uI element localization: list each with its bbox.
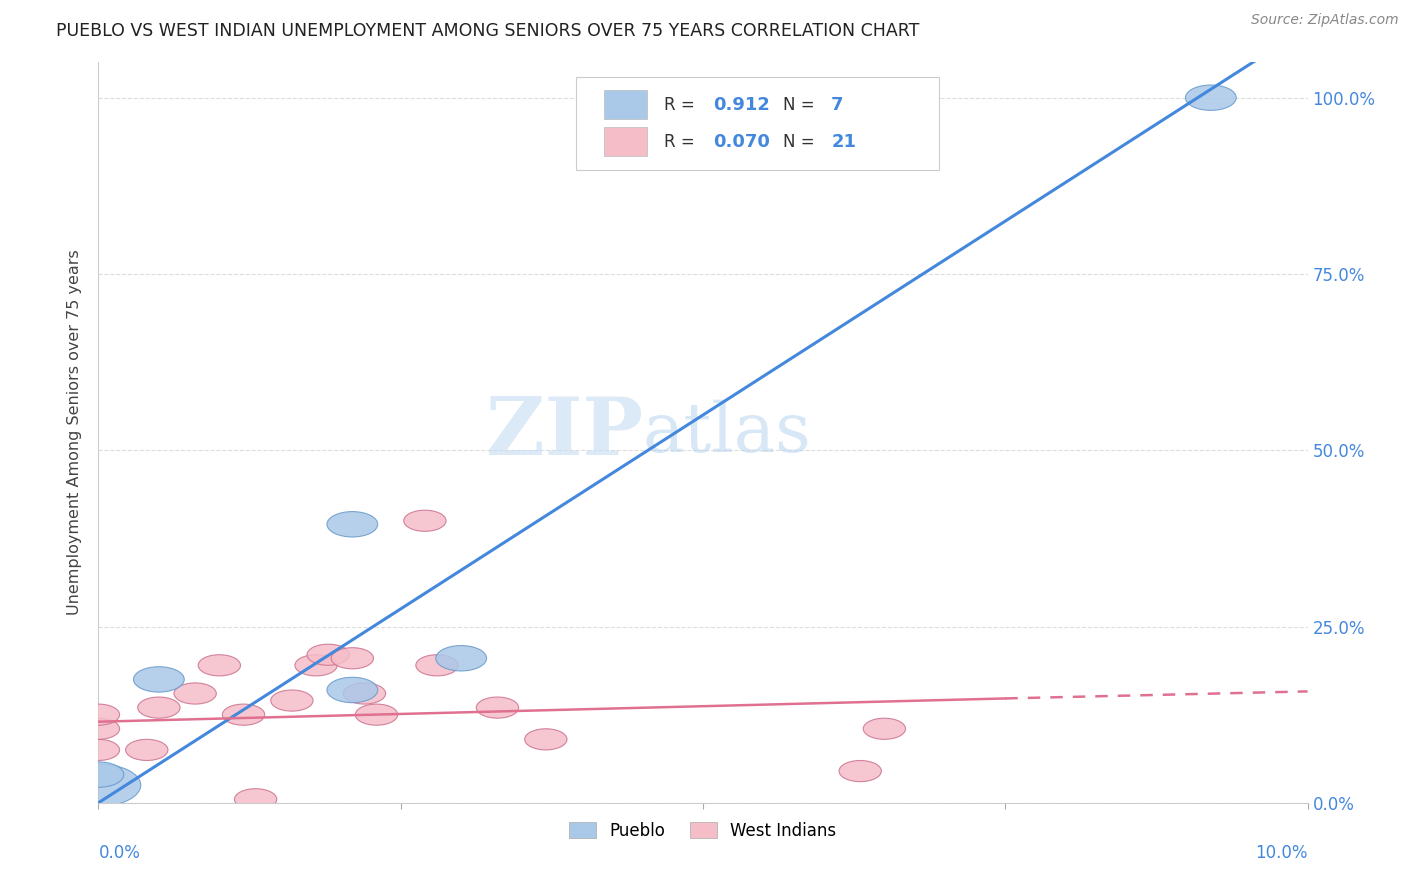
- Ellipse shape: [138, 697, 180, 718]
- Ellipse shape: [436, 646, 486, 671]
- Text: Source: ZipAtlas.com: Source: ZipAtlas.com: [1251, 13, 1399, 28]
- Ellipse shape: [328, 677, 378, 703]
- Ellipse shape: [222, 704, 264, 725]
- Ellipse shape: [356, 704, 398, 725]
- Ellipse shape: [235, 789, 277, 810]
- FancyBboxPatch shape: [603, 127, 647, 156]
- Ellipse shape: [174, 683, 217, 704]
- Text: ZIP: ZIP: [485, 393, 643, 472]
- Text: 10.0%: 10.0%: [1256, 844, 1308, 862]
- Ellipse shape: [524, 729, 567, 750]
- Ellipse shape: [343, 683, 385, 704]
- Text: N =: N =: [783, 95, 820, 113]
- Text: 21: 21: [831, 133, 856, 151]
- Ellipse shape: [477, 697, 519, 718]
- Ellipse shape: [77, 739, 120, 761]
- Text: atlas: atlas: [643, 400, 811, 466]
- Legend: Pueblo, West Indians: Pueblo, West Indians: [562, 815, 844, 847]
- Ellipse shape: [271, 690, 314, 711]
- Ellipse shape: [77, 704, 120, 725]
- Ellipse shape: [839, 761, 882, 781]
- Text: R =: R =: [664, 95, 700, 113]
- Ellipse shape: [332, 648, 374, 669]
- Ellipse shape: [56, 764, 141, 806]
- Text: PUEBLO VS WEST INDIAN UNEMPLOYMENT AMONG SENIORS OVER 75 YEARS CORRELATION CHART: PUEBLO VS WEST INDIAN UNEMPLOYMENT AMONG…: [56, 22, 920, 40]
- Ellipse shape: [307, 644, 349, 665]
- FancyBboxPatch shape: [603, 90, 647, 120]
- Text: 0.0%: 0.0%: [98, 844, 141, 862]
- Ellipse shape: [73, 762, 124, 788]
- Ellipse shape: [77, 718, 120, 739]
- Ellipse shape: [328, 512, 378, 537]
- Ellipse shape: [1185, 85, 1236, 111]
- Ellipse shape: [295, 655, 337, 676]
- Text: 0.912: 0.912: [713, 95, 769, 113]
- Text: R =: R =: [664, 133, 700, 151]
- Ellipse shape: [863, 718, 905, 739]
- Text: N =: N =: [783, 133, 820, 151]
- Text: 7: 7: [831, 95, 844, 113]
- Ellipse shape: [404, 510, 446, 532]
- Y-axis label: Unemployment Among Seniors over 75 years: Unemployment Among Seniors over 75 years: [67, 250, 83, 615]
- Ellipse shape: [125, 739, 167, 761]
- FancyBboxPatch shape: [576, 78, 939, 169]
- Ellipse shape: [416, 655, 458, 676]
- Ellipse shape: [134, 666, 184, 692]
- Ellipse shape: [198, 655, 240, 676]
- Text: 0.070: 0.070: [713, 133, 769, 151]
